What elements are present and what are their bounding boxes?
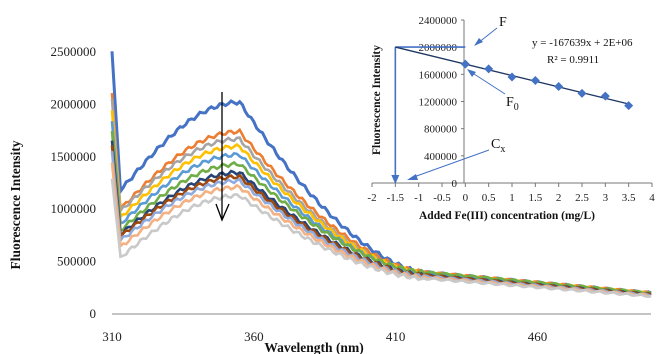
main-y-tick-2: 1000000 [51,201,97,216]
main-x-ticks: 310 360 410 460 [102,329,547,344]
main-y-tick-4: 2000000 [51,96,97,111]
label-f0-sub: 0 [514,102,519,113]
spectrum-series-6 [110,130,652,295]
decrease-arrow-icon [215,92,230,222]
inset-standard-addition-chart: 0 400000 800000 1200000 1600000 2000000 240000… [367,15,655,222]
inset-points-group [460,59,634,111]
inset-x-tick-8: 2 [556,192,562,204]
main-y-ticks: 0 500000 1000000 1500000 2000000 2500000 [51,44,97,321]
inset-point-4 [554,82,564,92]
main-y-tick-0: 0 [90,306,97,321]
inset-guide-lines [391,46,466,184]
main-x-tick-1: 360 [244,329,264,344]
inset-y-tick-1: 400000 [424,151,458,163]
inset-y-axis-title: Fluorescence Intensity [371,45,383,155]
label-f0: F0 [506,95,519,113]
r-squared-label: R² = 0.9911 [547,54,599,66]
inset-x-tick-4: 0 [463,192,469,204]
main-x-tick-0: 310 [102,329,122,344]
main-x-tick-2: 410 [386,329,406,344]
inset-x-ticks: -2 -1.5 -1 -0.5 0 0.5 1 1.5 2 2.5 3 3.5 4 [367,183,655,204]
inset-point-5 [577,88,587,98]
inset-y-tick-2: 800000 [424,124,458,136]
label-cx-main: C [491,137,500,152]
inset-x-tick-6: 1 [509,192,515,204]
main-y-tick-5: 2500000 [51,44,97,59]
label-f0-arrow-icon [467,69,506,95]
inset-x-tick-12: 4 [649,192,655,204]
inset-x-tick-3: -0.5 [433,192,451,204]
main-series-group [110,51,652,299]
inset-y-tick-6: 2400000 [419,15,458,27]
label-f-arrow-icon [474,27,498,46]
inset-point-1 [484,64,494,74]
inset-x-tick-7: 1.5 [528,192,542,204]
inset-point-3 [530,75,540,85]
inset-point-0 [460,59,470,69]
label-cx-sub: x [500,144,505,155]
inset-x-tick-9: 2.5 [575,192,589,204]
inset-y-tick-3: 1200000 [419,97,458,109]
inset-y-tick-4: 1600000 [419,69,458,81]
inset-x-axis-title: Added Fe(III) concentration (mg/L) [419,210,595,222]
inset-y-tick-0: 0 [452,178,458,190]
inset-x-tick-5: 0.5 [482,192,496,204]
label-f: F [499,15,507,30]
inset-x-tick-0: -2 [367,192,376,204]
inset-x-tick-11: 3.5 [622,192,636,204]
main-x-tick-3: 460 [528,329,548,344]
inset-x-tick-1: -1.5 [387,192,405,204]
inset-point-6 [600,91,610,101]
inset-y-ticks: 0 400000 800000 1200000 1600000 2000000 240000… [419,15,464,190]
inset-point-7 [624,101,634,111]
inset-x-tick-2: -1 [414,192,423,204]
label-cx-arrow-icon [407,149,490,180]
inset-y-tick-5: 2000000 [419,42,458,54]
main-x-axis-title: Wavelength (nm) [264,340,363,354]
main-y-axis-title: Fluorescence Intensity [8,140,23,269]
spectrum-series-11 [110,178,652,299]
cx-arrow-head-icon [391,175,400,184]
trendline-equation: y = -167639x + 2E+06 [532,37,633,49]
inset-point-2 [507,72,517,82]
inset-x-tick-10: 3 [603,192,609,204]
main-y-tick-1: 500000 [57,254,96,269]
label-cx: Cx [491,137,505,155]
main-y-tick-3: 1500000 [51,149,97,164]
label-f0-main: F [506,95,514,110]
